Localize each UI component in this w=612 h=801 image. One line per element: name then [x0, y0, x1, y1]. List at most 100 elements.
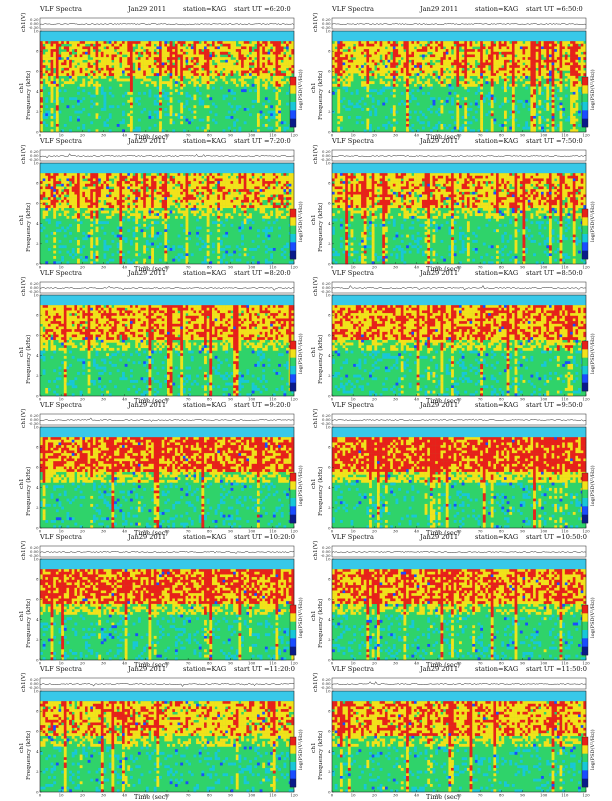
heatmap-cell: [433, 46, 436, 49]
heatmap-cell: [167, 211, 170, 214]
heatmap-cell: [480, 119, 483, 122]
heatmap-cell: [517, 124, 520, 127]
heatmap-cell: [111, 95, 114, 98]
heatmap-cell: [345, 108, 348, 111]
heatmap-cell: [201, 65, 204, 68]
heatmap-cell: [104, 62, 107, 65]
heatmap-cell: [154, 73, 157, 76]
heatmap-cell: [135, 71, 138, 74]
heatmap-cell: [61, 79, 64, 82]
heatmap-cell: [552, 113, 555, 116]
heatmap-cell: [575, 52, 578, 55]
heatmap-cell: [117, 54, 120, 57]
heatmap-cell: [217, 192, 220, 195]
heatmap-cell: [372, 54, 375, 57]
heatmap-cell: [119, 52, 122, 55]
heatmap-cell: [358, 105, 361, 108]
heatmap-cell: [127, 219, 130, 222]
heatmap-cell: [440, 127, 443, 130]
heatmap-cell: [191, 79, 194, 82]
heatmap-cell: [238, 71, 241, 74]
heatmap-cell: [252, 184, 255, 187]
heatmap-cell: [512, 100, 515, 103]
heatmap-cell: [220, 186, 223, 189]
heatmap-cell: [236, 57, 239, 60]
heatmap-cell: [427, 49, 430, 52]
heatmap-cell: [130, 119, 133, 122]
heatmap-cell: [104, 73, 107, 76]
heatmap-cell: [220, 203, 223, 206]
heatmap-cell: [223, 65, 226, 68]
heatmap-cell: [53, 194, 56, 197]
heatmap-cell: [544, 87, 547, 90]
heatmap-cell: [523, 65, 526, 68]
heatmap-cell: [283, 189, 286, 192]
heatmap-cell: [191, 208, 194, 211]
heatmap-cell: [164, 71, 167, 74]
heatmap-cell: [446, 97, 449, 100]
heatmap-cell: [546, 97, 549, 100]
heatmap-cell: [541, 127, 544, 130]
heatmap-cell: [467, 52, 470, 55]
heatmap-cell: [114, 68, 117, 71]
heatmap-cell: [377, 60, 380, 63]
heatmap-cell: [106, 184, 109, 187]
heatmap-cell: [396, 62, 399, 65]
heatmap-cell: [141, 197, 144, 200]
heatmap-cell: [164, 200, 167, 203]
heatmap-cell: [369, 95, 372, 98]
heatmap-cell: [343, 68, 346, 71]
heatmap-cell: [201, 62, 204, 65]
heatmap-cell: [499, 44, 502, 47]
heatmap-cell: [286, 79, 289, 82]
heatmap-cell: [167, 92, 170, 95]
heatmap-cell: [109, 87, 112, 90]
heatmap-cell: [348, 65, 351, 68]
heatmap-cell: [517, 65, 520, 68]
heatmap-cell: [493, 60, 496, 63]
heatmap-cell: [462, 127, 465, 130]
heatmap-cell: [106, 60, 109, 63]
heatmap-cell: [475, 44, 478, 47]
heatmap-cell: [51, 108, 54, 111]
heatmap-cell: [236, 65, 239, 68]
heatmap-cell: [167, 57, 170, 60]
heatmap-cell: [236, 181, 239, 184]
heatmap-cell: [533, 57, 536, 60]
heatmap-cell: [573, 116, 576, 119]
heatmap-cell: [204, 181, 207, 184]
heatmap-cell: [337, 52, 340, 55]
heatmap-cell: [244, 189, 247, 192]
heatmap-cell: [567, 73, 570, 76]
heatmap-cell: [93, 95, 96, 98]
heatmap-cell: [257, 76, 260, 79]
heatmap-cell: [93, 221, 96, 224]
heatmap-cell: [286, 54, 289, 57]
heatmap-cell: [186, 203, 189, 206]
heatmap-cell: [462, 116, 465, 119]
heatmap-cell: [207, 105, 210, 108]
heatmap-cell: [385, 52, 388, 55]
heatmap-cell: [451, 87, 454, 90]
heatmap-cell: [101, 186, 104, 189]
heatmap-cell: [156, 95, 159, 98]
heatmap-cell: [337, 65, 340, 68]
heatmap-cell: [570, 41, 573, 44]
heatmap-cell: [143, 60, 146, 63]
heatmap-cell: [398, 57, 401, 60]
heatmap-cell: [93, 87, 96, 90]
heatmap-cell: [491, 105, 494, 108]
heatmap-cell: [241, 81, 244, 84]
heatmap-cell: [167, 49, 170, 52]
heatmap-cell: [364, 81, 367, 84]
heatmap-cell: [257, 81, 260, 84]
heatmap-cell: [186, 57, 189, 60]
heatmap-cell: [175, 57, 178, 60]
heatmap-cell: [66, 178, 69, 181]
heatmap-cell: [82, 46, 85, 49]
heatmap-cell: [196, 60, 199, 63]
heatmap-cell: [573, 71, 576, 74]
heatmap-cell: [467, 44, 470, 47]
